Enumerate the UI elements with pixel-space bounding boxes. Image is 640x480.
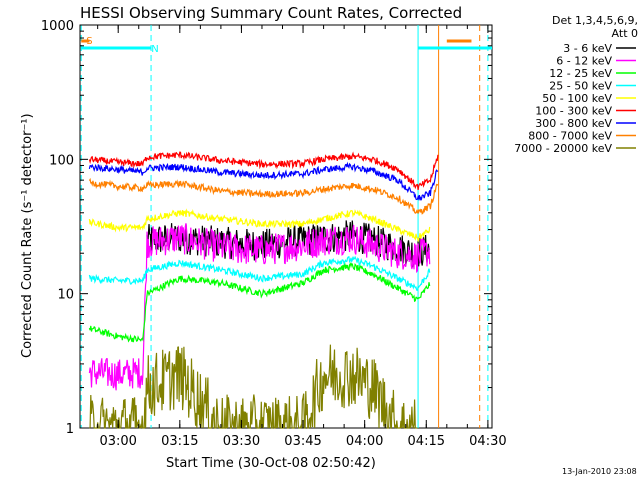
y-tick-label: 1000	[41, 19, 74, 34]
series-line	[88, 255, 431, 292]
x-tick-label: 03:00	[99, 434, 136, 449]
flag-label: S	[86, 36, 92, 47]
y-tick-label: 100	[49, 153, 74, 168]
series-line	[88, 151, 439, 190]
x-axis-label: Start Time (30-Oct-08 02:50:42)	[166, 456, 376, 471]
legend-entry-label: 100 - 300 keV	[535, 105, 612, 118]
legend-entry-label: 50 - 100 keV	[542, 92, 612, 105]
plot-frame	[79, 24, 493, 429]
x-tick-label: 04:30	[469, 434, 506, 449]
series-line	[88, 223, 431, 391]
y-tick-label: 10	[57, 288, 74, 303]
series-line	[88, 161, 439, 201]
series-line	[88, 177, 439, 215]
flag-bars: SN	[81, 36, 492, 55]
y-axis-label: Corrected Count Rate (s⁻¹ detector⁻¹)	[20, 113, 35, 358]
x-tick-label: 03:30	[223, 434, 260, 449]
y-axis: 1 10 100 1000	[41, 19, 492, 437]
legend-entry-label: 6 - 12 keV	[556, 55, 612, 68]
chart-title: HESSI Observing Summary Count Rates, Cor…	[80, 4, 462, 22]
legend-header: Att 0	[612, 27, 638, 40]
legend-entry-label: 25 - 50 keV	[549, 80, 612, 93]
y-tick-label: 1	[66, 422, 74, 437]
series-line	[88, 208, 431, 243]
series-line	[89, 344, 418, 430]
x-tick-label: 03:15	[161, 434, 198, 449]
footer-timestamp: 13-Jan-2010 23:08	[562, 467, 637, 476]
flag-label: N	[151, 44, 158, 55]
legend-entry-label: 12 - 25 keV	[549, 67, 612, 80]
series-line	[88, 262, 431, 343]
event-markers	[80, 25, 489, 428]
plot-border	[79, 24, 493, 429]
legend-entry-label: 800 - 7000 keV	[528, 130, 612, 143]
x-tick-label: 03:45	[284, 434, 321, 449]
legend-entry-label: 300 - 800 keV	[535, 117, 612, 130]
legend-header: Det 1,3,4,5,6,9,	[552, 14, 638, 27]
legend-entry-label: 7000 - 20000 keV	[514, 142, 612, 155]
series-layer	[88, 151, 439, 430]
x-axis: 03:00 03:15 03:30 03:45 04:00 04:15 04:30	[97, 25, 507, 449]
legend-entry-label: 3 - 6 keV	[563, 42, 612, 55]
x-tick-label: 04:00	[346, 434, 383, 449]
x-tick-label: 04:15	[408, 434, 445, 449]
